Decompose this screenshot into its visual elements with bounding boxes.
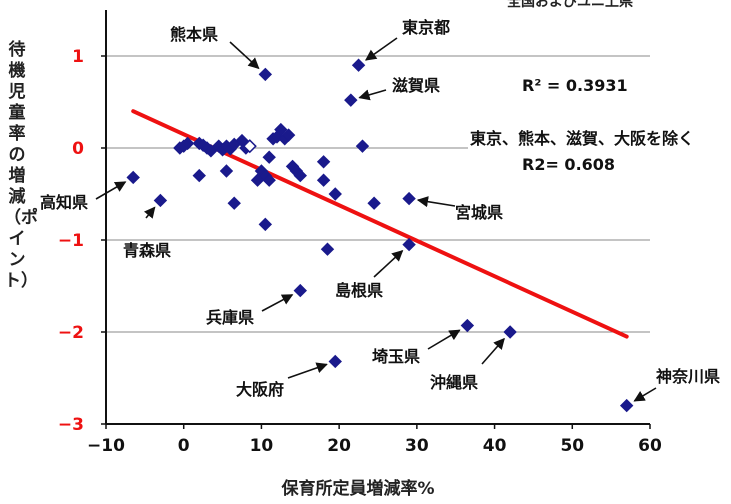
- y-tick-label-4: 1: [72, 47, 84, 67]
- annotation-label-3: 高知県: [40, 193, 88, 212]
- annotation-arrow-7: [261, 294, 294, 312]
- x-tick-label-3: 20: [327, 436, 351, 456]
- annotation-label-0: 熊本県: [170, 25, 218, 44]
- x-axis-label: 保育所定員増減率%: [280, 478, 434, 499]
- data-point-39: [351, 58, 366, 72]
- stats-box-bg: [468, 124, 730, 180]
- annotation-arrow-10: [287, 362, 328, 379]
- data-point-0: [126, 170, 140, 185]
- annotation-arrow-9: [481, 337, 505, 365]
- data-point-40: [344, 93, 358, 107]
- data-point-35: [258, 217, 273, 232]
- data-point-26: [274, 122, 288, 137]
- data-point-33: [316, 173, 331, 187]
- data-point-47: [328, 354, 342, 369]
- data-point-46: [503, 325, 517, 339]
- data-point-18: [227, 196, 241, 210]
- x-tick-label-6: 50: [560, 436, 584, 456]
- data-point-22: [262, 173, 276, 187]
- data-point-41: [355, 139, 370, 153]
- data-point-42: [320, 242, 335, 256]
- data-point-1: [153, 193, 168, 208]
- annotation-arrow-2: [358, 89, 387, 101]
- x-tick-label-5: 40: [483, 436, 507, 456]
- x-tick-label-4: 30: [405, 436, 429, 456]
- exclusion-note-text: 東京、熊本、滋賀、大阪を除く: [470, 129, 694, 148]
- y-tick-label-2: −1: [58, 231, 84, 251]
- annotation-label-10: 大阪府: [236, 380, 284, 399]
- x-tick-label-2: 10: [250, 436, 274, 456]
- y-axis-label: 待機児童率の増減（ポイント）: [4, 40, 38, 291]
- data-point-31: [293, 168, 307, 183]
- annotation-label-7: 兵庫県: [206, 308, 254, 327]
- top-note: 全国およびユニ上県: [506, 0, 633, 10]
- annotation-arrow-0: [229, 41, 260, 70]
- r2-excl-text: R2= 0.608: [522, 155, 615, 174]
- annotation-arrow-5: [416, 196, 456, 208]
- y-tick-label-0: −3: [58, 415, 84, 435]
- x-tick-label-1: 0: [178, 436, 190, 456]
- r2-all-text: R² = 0.3931: [522, 76, 628, 95]
- data-point-16: [192, 168, 206, 183]
- data-point-43: [402, 237, 416, 252]
- data-point-37: [402, 191, 416, 206]
- x-tick-label-0: −10: [87, 436, 125, 456]
- data-point-23: [262, 150, 276, 164]
- annotation-label-6: 島根県: [335, 281, 383, 300]
- data-point-48: [619, 398, 634, 413]
- data-point-4: [180, 136, 195, 151]
- annotation-arrow-4: [143, 206, 156, 219]
- annotation-label-4: 青森県: [123, 241, 171, 260]
- data-point-36: [367, 196, 381, 210]
- annotation-arrow-8: [427, 329, 461, 350]
- data-point-17: [219, 164, 234, 178]
- annotation-label-9: 沖縄県: [430, 373, 478, 392]
- data-point-44: [293, 283, 307, 298]
- annotation-label-8: 埼玉県: [372, 347, 420, 366]
- annotation-arrow-11: [633, 387, 657, 402]
- data-point-45: [460, 318, 475, 333]
- data-point-34: [328, 187, 342, 201]
- data-point-38: [258, 67, 273, 82]
- annotation-arrow-1: [365, 37, 398, 61]
- y-tick-label-1: −2: [58, 323, 84, 343]
- annotation-label-1: 東京都: [402, 18, 450, 37]
- annotation-label-5: 宮城県: [455, 203, 503, 222]
- data-point-hollow: [242, 139, 257, 154]
- data-point-32: [316, 155, 331, 169]
- x-tick-label-7: 60: [638, 436, 662, 456]
- annotation-label-11: 神奈川県: [656, 367, 720, 386]
- annotation-label-2: 滋賀県: [392, 76, 440, 95]
- annotation-arrow-3: [95, 181, 127, 200]
- y-tick-label-3: 0: [72, 139, 84, 159]
- data-point-28: [281, 128, 296, 142]
- annotation-arrow-6: [373, 249, 404, 278]
